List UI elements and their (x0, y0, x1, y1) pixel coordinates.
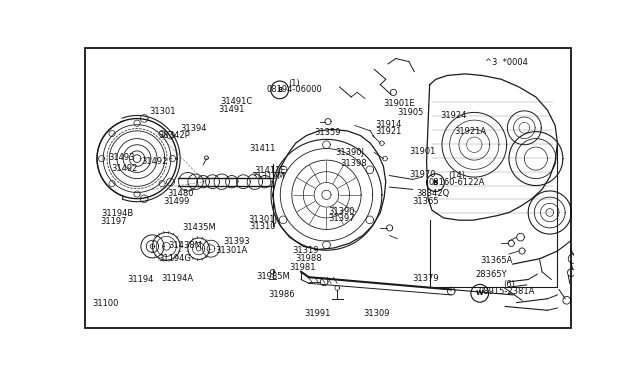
Text: 31100: 31100 (92, 299, 118, 308)
Text: 31493: 31493 (109, 153, 135, 162)
Text: 31921A: 31921A (454, 126, 486, 136)
Text: 31309: 31309 (363, 309, 390, 318)
Text: ^3  *0004: ^3 *0004 (485, 58, 528, 67)
Text: 38342Q: 38342Q (416, 189, 449, 198)
Text: 31319: 31319 (292, 246, 319, 255)
Text: 31365A: 31365A (481, 256, 513, 264)
Text: W: W (476, 290, 484, 296)
Text: 31924: 31924 (440, 111, 467, 120)
Text: 31319M: 31319M (251, 173, 285, 182)
Text: 31988: 31988 (295, 254, 322, 263)
Text: 31301J: 31301J (248, 215, 278, 224)
Text: B: B (277, 87, 282, 93)
Text: (6): (6) (504, 280, 515, 289)
Text: 31986: 31986 (268, 290, 294, 299)
Text: 08915-2381A: 08915-2381A (478, 287, 534, 296)
Text: 31365: 31365 (412, 197, 439, 206)
Text: 31991: 31991 (304, 309, 330, 318)
Text: 31411: 31411 (250, 144, 276, 153)
Text: (1): (1) (289, 79, 300, 88)
Text: 38342P: 38342P (158, 131, 190, 140)
Text: 31438M: 31438M (168, 241, 202, 250)
Text: 31390: 31390 (328, 207, 355, 216)
Text: 31301: 31301 (150, 107, 176, 116)
Text: 31480: 31480 (167, 189, 193, 198)
Text: 08194-06000: 08194-06000 (267, 86, 323, 94)
Text: 31491: 31491 (219, 105, 245, 113)
Text: 31397: 31397 (328, 214, 355, 223)
Text: 31492: 31492 (112, 164, 138, 173)
Text: 31194G: 31194G (158, 254, 191, 263)
Text: 31921: 31921 (375, 126, 401, 136)
Text: 31310: 31310 (250, 222, 276, 231)
Text: 31985M: 31985M (256, 272, 290, 280)
Text: 31411E: 31411E (254, 166, 285, 175)
Text: 31491C: 31491C (221, 97, 253, 106)
Text: 31901: 31901 (410, 147, 436, 156)
Text: 31393: 31393 (223, 237, 250, 246)
Text: 31970: 31970 (410, 170, 436, 179)
Text: 31301A: 31301A (216, 246, 248, 255)
Text: 28365Y: 28365Y (476, 270, 508, 279)
Text: 31359: 31359 (315, 128, 341, 137)
Text: 31194A: 31194A (162, 273, 194, 283)
Text: 31194: 31194 (127, 275, 154, 284)
Text: 31194B: 31194B (101, 209, 133, 218)
Text: 31390J: 31390J (335, 148, 365, 157)
Text: 31379: 31379 (412, 275, 439, 283)
Text: 31499: 31499 (163, 197, 189, 206)
Text: 31435M: 31435M (182, 223, 216, 232)
Text: 31905: 31905 (397, 108, 424, 117)
Text: 31914: 31914 (375, 120, 401, 129)
Text: 31394: 31394 (180, 124, 207, 133)
Text: 31981: 31981 (289, 263, 316, 272)
Text: (14): (14) (449, 171, 466, 180)
Text: B: B (433, 180, 438, 186)
Text: 31492: 31492 (141, 157, 168, 166)
Text: 31901E: 31901E (383, 99, 415, 108)
Text: 31398: 31398 (340, 159, 367, 168)
Text: 31197: 31197 (100, 217, 127, 226)
Text: 08160-6122A: 08160-6122A (429, 178, 485, 187)
